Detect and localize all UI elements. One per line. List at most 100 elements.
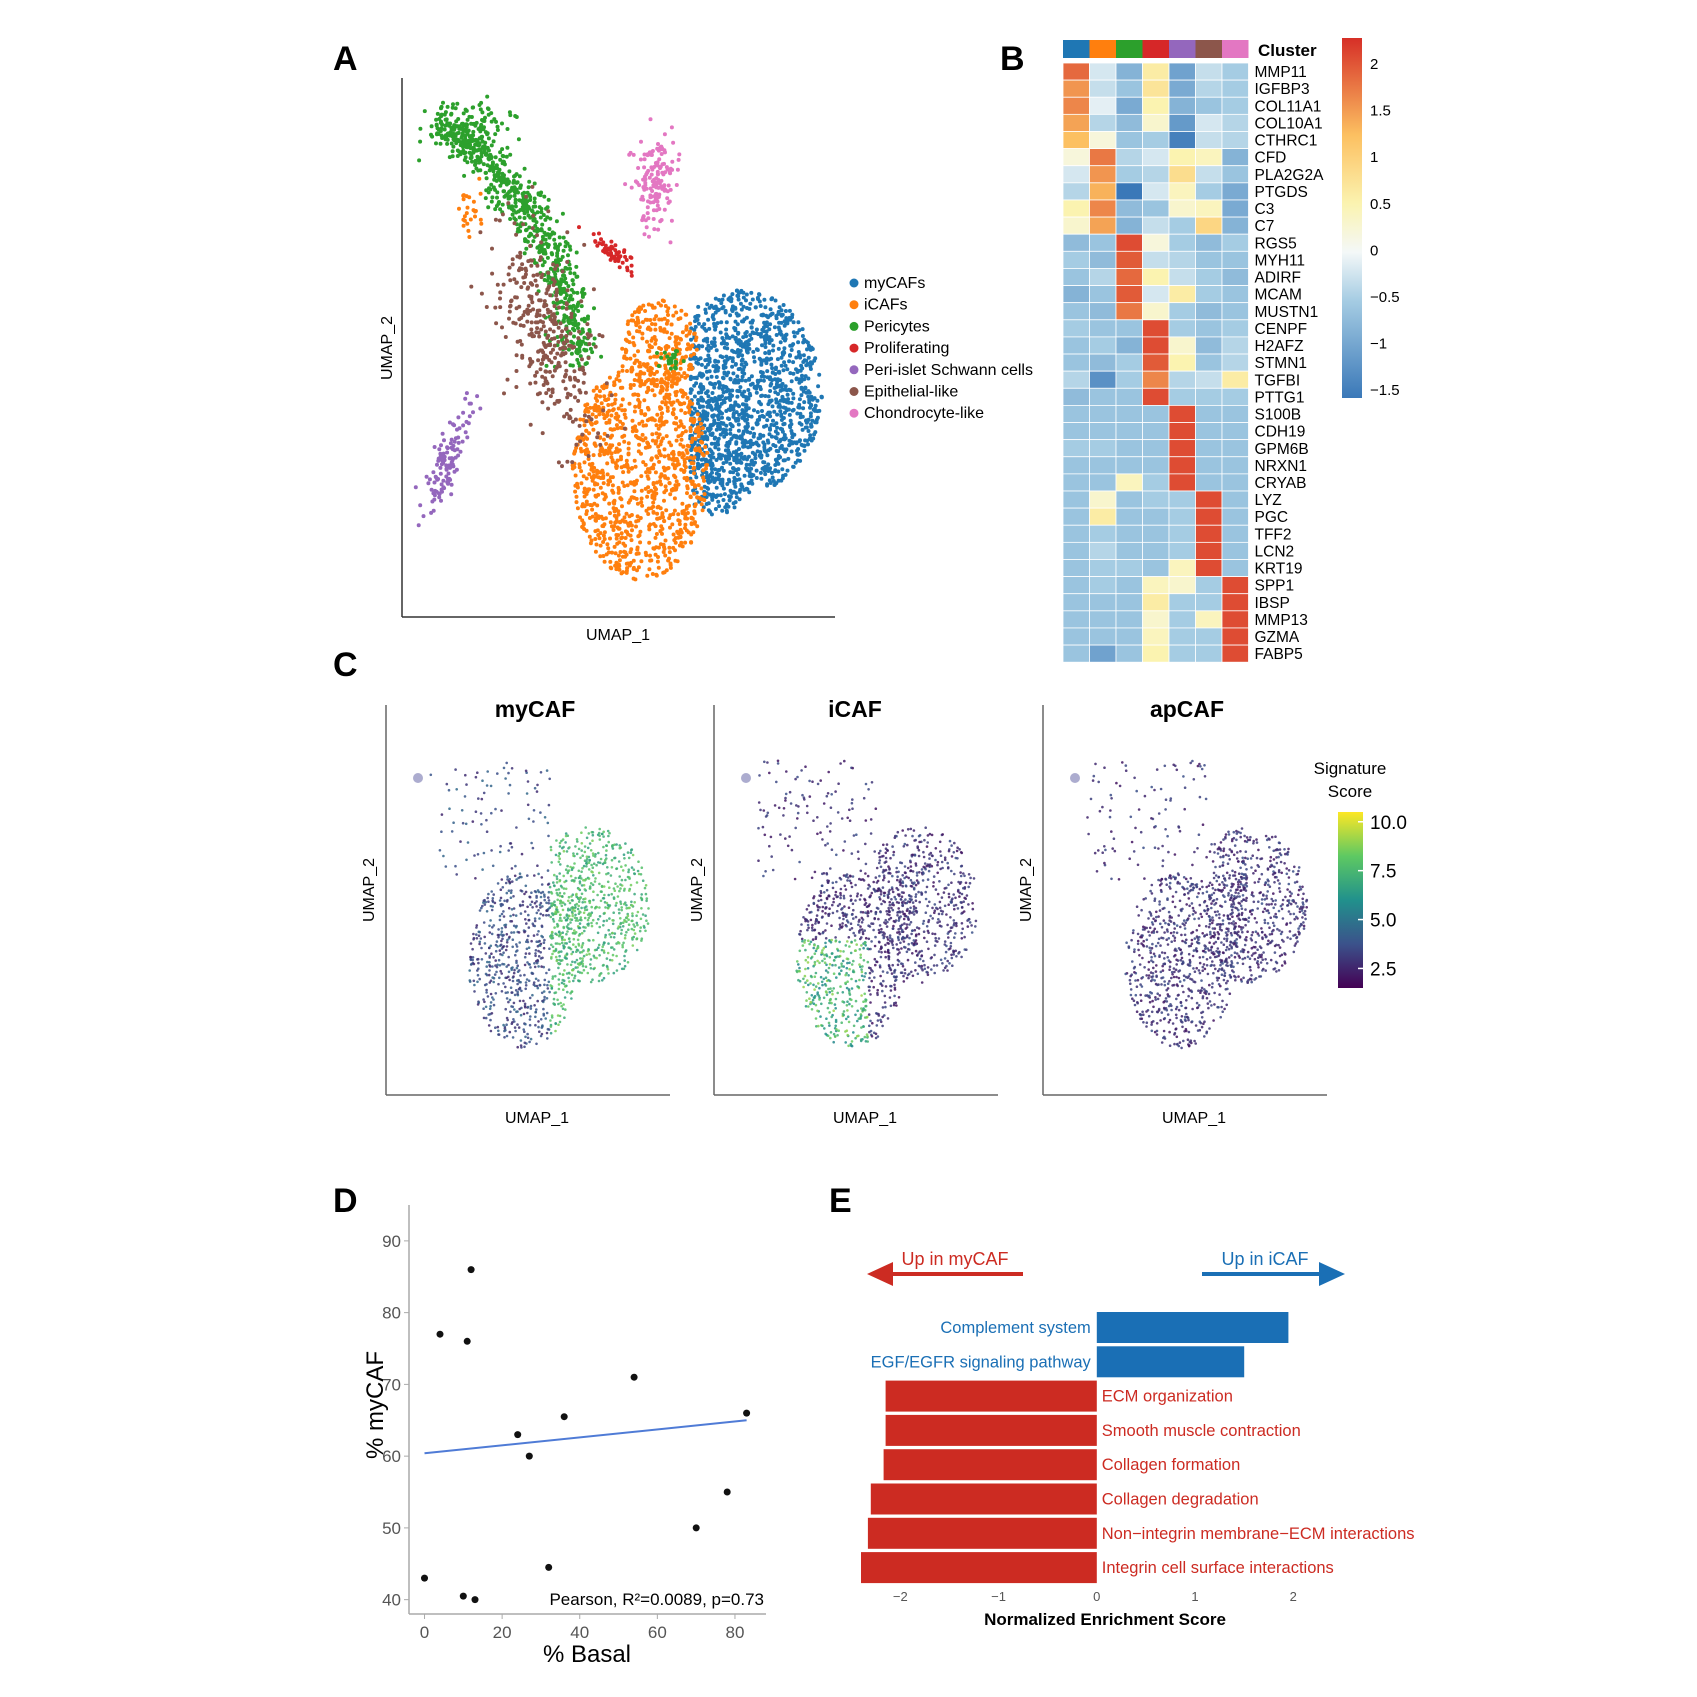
heatmap-cell bbox=[1168, 302, 1196, 321]
chondrocyte-point bbox=[651, 208, 656, 213]
icaf-point bbox=[676, 512, 681, 517]
icaf-point bbox=[606, 403, 611, 407]
signature-point bbox=[513, 1026, 517, 1029]
mycaf-point bbox=[719, 341, 724, 346]
pericyte-point bbox=[542, 260, 547, 264]
mycaf-point bbox=[777, 384, 782, 389]
pericyte-point bbox=[522, 251, 527, 256]
mycaf-point bbox=[775, 377, 780, 382]
pericyte-point bbox=[561, 248, 566, 253]
icaf-point bbox=[471, 199, 476, 204]
icaf-point bbox=[648, 365, 653, 370]
icaf-point bbox=[628, 533, 633, 538]
mycaf-point bbox=[731, 371, 736, 376]
pericyte-point bbox=[539, 206, 544, 211]
heatmap-cell bbox=[1168, 131, 1196, 149]
mycaf-point bbox=[730, 388, 735, 393]
heatmap-cell bbox=[1195, 593, 1223, 612]
heatmap-cell bbox=[1195, 336, 1223, 355]
pericyte-point bbox=[490, 166, 495, 171]
icaf-point bbox=[667, 516, 672, 521]
mycaf-point bbox=[808, 414, 813, 419]
mycaf-point bbox=[797, 452, 802, 457]
signature-point bbox=[536, 783, 539, 787]
epithelial-point bbox=[565, 288, 570, 293]
schwann-point bbox=[452, 469, 457, 474]
pericyte-point bbox=[513, 200, 518, 205]
signature-point bbox=[512, 895, 515, 898]
pericyte-point bbox=[578, 354, 583, 359]
pericyte-point bbox=[500, 121, 504, 126]
epithelial-point bbox=[556, 360, 561, 365]
gene-label: MCAM bbox=[1255, 287, 1302, 304]
heatmap-cell bbox=[1168, 182, 1196, 201]
pericyte-point bbox=[507, 110, 512, 115]
mycaf-point bbox=[740, 378, 744, 383]
mycaf-point bbox=[722, 371, 727, 376]
pericyte-point bbox=[673, 361, 678, 366]
icaf-point bbox=[631, 383, 636, 387]
icaf-point bbox=[630, 418, 635, 423]
icaf-point bbox=[679, 402, 684, 407]
pericyte-point bbox=[527, 179, 532, 184]
epithelial-point bbox=[526, 303, 531, 308]
pericyte-point bbox=[495, 195, 499, 200]
pericyte-point bbox=[486, 190, 491, 195]
icaf-point bbox=[582, 423, 587, 428]
epithelial-point bbox=[563, 374, 567, 379]
chondrocyte-point bbox=[660, 170, 665, 175]
signature-point bbox=[567, 895, 571, 899]
icaf-point bbox=[662, 447, 667, 452]
colorbar-tick-label: −0.5 bbox=[1370, 289, 1400, 306]
signature-point bbox=[490, 952, 493, 955]
icaf-point bbox=[590, 507, 595, 512]
mycaf-point bbox=[819, 394, 824, 399]
mycaf-point bbox=[717, 473, 722, 478]
epithelial-point bbox=[498, 305, 503, 310]
mycaf-point bbox=[696, 321, 701, 326]
epithelial-point bbox=[550, 374, 555, 379]
gene-label: NRXN1 bbox=[1255, 458, 1308, 475]
icaf-point bbox=[670, 347, 675, 352]
mycaf-point bbox=[709, 454, 714, 459]
mycaf-point bbox=[721, 390, 726, 395]
signature-point bbox=[512, 971, 516, 975]
gene-label: PTTG1 bbox=[1255, 389, 1305, 406]
icaf-point bbox=[661, 542, 666, 547]
heatmap-cell bbox=[1168, 627, 1196, 646]
pericyte-point bbox=[495, 128, 500, 132]
signature-point bbox=[543, 995, 546, 999]
pericyte-point bbox=[573, 306, 578, 311]
epithelial-point bbox=[501, 282, 506, 287]
signature-point bbox=[557, 951, 560, 954]
signature-point bbox=[507, 771, 510, 775]
signature-point bbox=[494, 959, 498, 962]
epithelial-point bbox=[544, 291, 549, 296]
icaf-point bbox=[684, 354, 688, 359]
pericyte-point bbox=[496, 170, 501, 175]
icaf-point bbox=[662, 395, 667, 400]
mycaf-point bbox=[715, 414, 720, 418]
mycaf-point bbox=[740, 408, 745, 413]
heatmap-cell bbox=[1195, 353, 1223, 372]
chondrocyte-point bbox=[666, 183, 671, 188]
icaf-point bbox=[684, 326, 689, 331]
icaf-point bbox=[662, 474, 667, 479]
chondrocyte-point bbox=[662, 132, 667, 137]
icaf-point bbox=[631, 567, 636, 571]
mycaf-point bbox=[786, 400, 791, 405]
pericyte-point bbox=[457, 124, 462, 129]
pericyte-point bbox=[570, 278, 575, 283]
heatmap-cell bbox=[1089, 199, 1117, 218]
icaf-point bbox=[622, 433, 627, 438]
pericyte-point bbox=[450, 149, 455, 154]
signature-point bbox=[491, 926, 494, 929]
mycaf-point bbox=[707, 369, 712, 374]
pericyte-point bbox=[558, 258, 563, 262]
mycaf-point bbox=[712, 385, 717, 390]
chondrocyte-point bbox=[659, 184, 664, 189]
heatmap-cell bbox=[1089, 336, 1117, 355]
mycaf-point bbox=[763, 341, 768, 346]
chondrocyte-point bbox=[656, 142, 660, 146]
mycaf-point bbox=[783, 309, 788, 313]
